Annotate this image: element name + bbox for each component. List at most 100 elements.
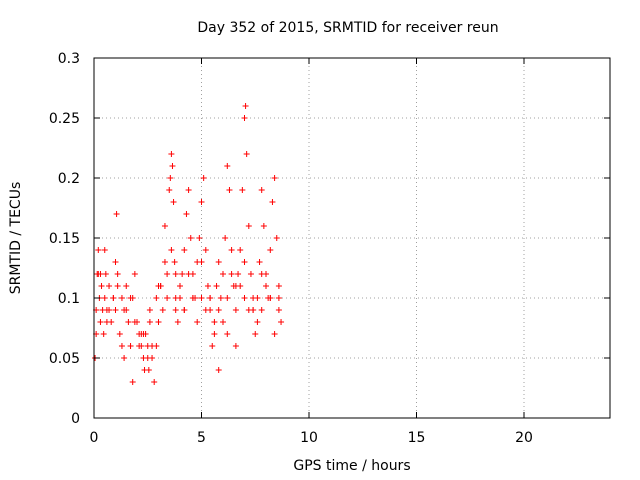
data-point	[172, 271, 179, 277]
data-point	[138, 331, 145, 337]
data-point	[101, 295, 108, 301]
data-point	[211, 319, 218, 325]
data-point	[209, 343, 216, 349]
data-point	[97, 319, 104, 325]
data-point	[275, 307, 282, 313]
data-point	[106, 307, 113, 313]
data-point	[187, 235, 194, 241]
data-point	[177, 295, 183, 301]
data-point	[113, 211, 120, 217]
data-point	[161, 223, 168, 229]
data-point	[220, 271, 226, 277]
y-tick-labels: 0 0.05 0.1 0.15 0.2 0.25 0.3	[49, 51, 80, 427]
data-point	[217, 295, 224, 301]
data-point	[95, 271, 102, 277]
data-point	[194, 319, 201, 325]
data-point	[215, 307, 222, 313]
data-point	[145, 367, 152, 373]
data-point	[215, 367, 222, 373]
data-point	[168, 151, 175, 157]
data-point	[222, 235, 229, 241]
data-point	[121, 355, 128, 361]
data-point	[118, 295, 125, 301]
data-point	[202, 247, 209, 253]
data-point	[237, 247, 244, 253]
data-point	[129, 379, 136, 385]
data-point	[235, 271, 242, 277]
data-point	[131, 319, 138, 325]
data-point	[114, 271, 121, 277]
data-point	[185, 271, 192, 277]
data-point	[164, 295, 171, 301]
x-tick-label: 5	[197, 430, 206, 446]
data-point	[166, 187, 173, 193]
data-point	[198, 199, 205, 205]
data-point	[185, 187, 192, 193]
data-point	[101, 247, 108, 253]
data-point	[155, 319, 162, 325]
data-point	[275, 283, 282, 289]
data-point	[250, 295, 257, 301]
y-tick-label: 0.2	[58, 171, 80, 187]
data-point	[123, 283, 130, 289]
data-point	[242, 103, 249, 109]
data-point	[258, 271, 265, 277]
data-point	[106, 283, 113, 289]
data-point	[118, 343, 125, 349]
axis-ticks	[93, 57, 610, 419]
data-point	[181, 307, 188, 313]
data-point	[149, 343, 156, 349]
data-point	[110, 295, 117, 301]
x-tick-labels: 0 5 10 15 20	[90, 430, 533, 446]
y-tick-label: 0	[71, 411, 80, 427]
data-point	[226, 187, 233, 193]
data-point	[159, 307, 166, 313]
data-point	[198, 259, 205, 265]
data-point	[174, 319, 181, 325]
data-point	[241, 295, 248, 301]
data-point	[254, 319, 261, 325]
data-point	[98, 283, 105, 289]
data-point	[258, 307, 265, 313]
y-tick-label: 0.3	[58, 51, 80, 67]
data-point	[228, 271, 235, 277]
plot-frame	[93, 57, 611, 419]
data-point	[144, 355, 151, 361]
data-point	[207, 295, 214, 301]
y-axis-title: SRMTID / TECUs	[8, 182, 24, 295]
data-point	[116, 331, 123, 337]
data-point	[275, 295, 282, 301]
data-point	[200, 175, 207, 181]
data-point	[146, 319, 153, 325]
data-point	[256, 259, 263, 265]
data-point	[241, 115, 248, 121]
data-point	[169, 163, 176, 169]
data-point	[239, 187, 246, 193]
data-point	[168, 247, 175, 253]
data-point	[146, 307, 153, 313]
data-point	[177, 283, 183, 289]
data-point	[273, 235, 280, 241]
data-point	[167, 175, 174, 181]
data-point	[125, 319, 132, 325]
data-point	[131, 271, 138, 277]
data-point	[161, 259, 168, 265]
data-point	[127, 343, 134, 349]
data-point	[260, 223, 267, 229]
data-point	[232, 307, 239, 313]
data-point	[172, 307, 179, 313]
data-point	[278, 319, 285, 325]
data-point	[179, 271, 186, 277]
data-point	[220, 319, 226, 325]
data-point	[224, 295, 231, 301]
data-point	[114, 283, 121, 289]
data-point	[224, 331, 231, 337]
data-point	[196, 235, 203, 241]
data-points	[92, 103, 285, 385]
data-point	[232, 283, 239, 289]
x-tick-label: 10	[300, 430, 318, 446]
data-point	[247, 271, 254, 277]
data-point	[112, 259, 119, 265]
data-point	[204, 283, 211, 289]
data-point	[171, 259, 178, 265]
